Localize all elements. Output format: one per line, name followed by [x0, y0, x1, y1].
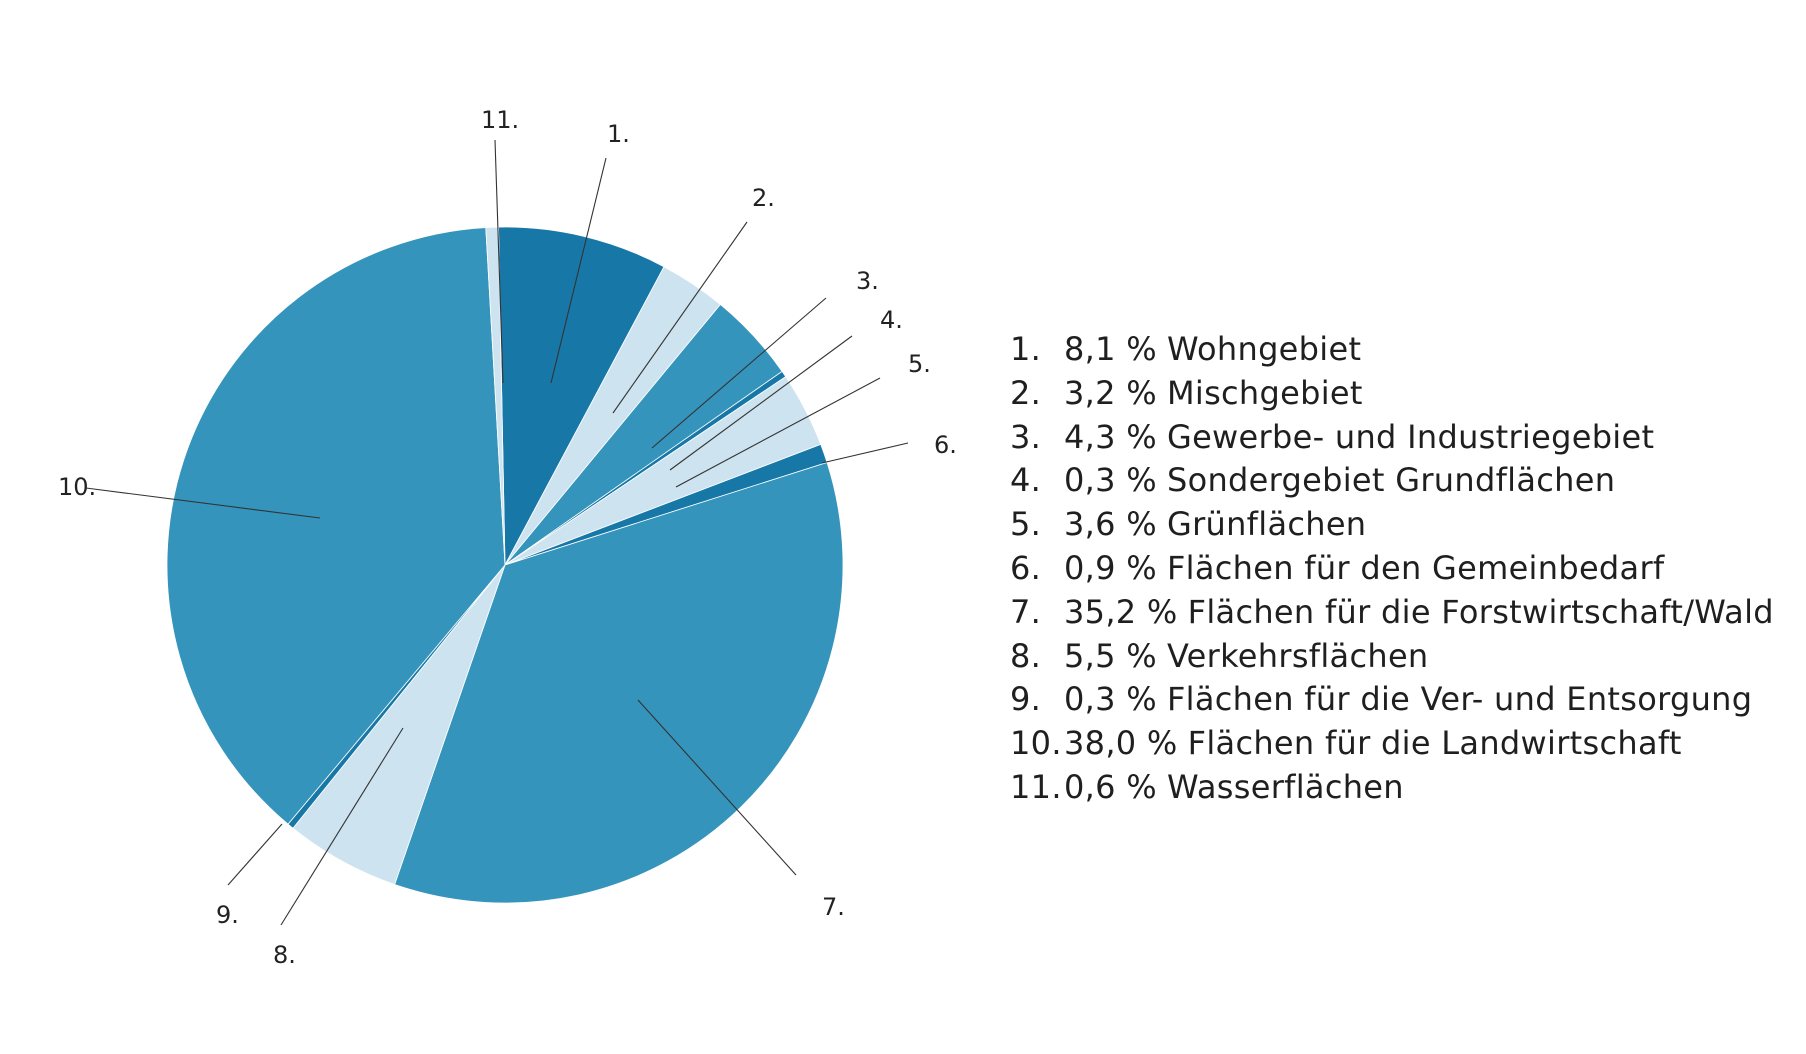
- legend-item-number: 3.: [1010, 417, 1042, 456]
- legend-item: 9. 0,3 % Flächen für die Ver- und Entsorgu…: [1010, 678, 1774, 722]
- legend-item: 5. 3,6 % Grünflächen: [1010, 503, 1774, 547]
- legend-item-label: Gewerbe- und Industriegebiet: [1166, 417, 1655, 456]
- leader-line-4: [669, 335, 853, 471]
- legend-item: 1. 8,1 % Wohngebiet: [1010, 328, 1774, 372]
- callout-label-1: 1.: [607, 120, 630, 148]
- legend-item: 6. 0,9 % Flächen für den Gemeinbedarf: [1010, 547, 1774, 591]
- legend-item-percent: 3,6 %: [1064, 505, 1157, 544]
- leader-line-6: [821, 442, 909, 464]
- legend-item-label: Flächen für die Landwirtschaft: [1187, 724, 1682, 763]
- legend-item-number: 10.: [1010, 724, 1062, 763]
- callout-label-9: 9.: [216, 901, 239, 929]
- callout-label-11: 11.: [481, 106, 519, 134]
- legend-item-number: 7.: [1010, 592, 1042, 631]
- legend-item: 10.38,0 % Flächen für die Landwirtschaft: [1010, 722, 1774, 766]
- leader-line-11: [494, 139, 504, 384]
- callout-leaders: [85, 139, 909, 926]
- callout-label-8: 8.: [273, 941, 296, 969]
- legend-item-number: 6.: [1010, 548, 1042, 587]
- legend-item-percent: 0,3 %: [1064, 680, 1157, 719]
- callout-label-3: 3.: [856, 267, 879, 295]
- legend-item: 8. 5,5 % Verkehrsflächen: [1010, 635, 1774, 679]
- legend-item-percent: 8,1 %: [1064, 330, 1157, 368]
- leader-line-3: [651, 297, 827, 449]
- legend-item: 7. 35,2 % Flächen für die Forstwirtschaft/…: [1010, 591, 1774, 635]
- leader-line-10: [85, 487, 321, 519]
- legend-item-label: Sondergebiet Grundflächen: [1166, 461, 1616, 500]
- leader-line-2: [612, 221, 748, 414]
- legend-item-number: 4.: [1010, 461, 1042, 500]
- legend-item-number: 11.: [1010, 767, 1062, 806]
- legend-item-percent: 0,9 %: [1064, 548, 1157, 587]
- legend-item-label: Flächen für den Gemeinbedarf: [1166, 548, 1665, 587]
- callout-label-2: 2.: [752, 184, 775, 212]
- callout-label-10: 10.: [58, 473, 96, 501]
- legend-item-percent: 38,0 %: [1064, 724, 1178, 763]
- legend-item: 11.0,6 % Wasserflächen: [1010, 766, 1774, 810]
- leader-line-7: [637, 699, 797, 876]
- legend-item-number: 8.: [1010, 636, 1042, 675]
- legend-item-number: 5.: [1010, 505, 1042, 544]
- legend-item-label: Wasserflächen: [1166, 767, 1404, 806]
- legend-item-percent: 35,2 %: [1064, 592, 1178, 631]
- legend-item-number: 9.: [1010, 680, 1042, 719]
- callout-label-6: 6.: [934, 431, 957, 459]
- callout-label-5: 5.: [908, 350, 931, 378]
- legend-item-label: Mischgebiet: [1166, 373, 1363, 412]
- legend-item: 2. 3,2 % Mischgebiet: [1010, 372, 1774, 416]
- callout-label-4: 4.: [880, 306, 903, 334]
- legend-item-percent: 3,2 %: [1064, 373, 1157, 412]
- legend-item-label: Flächen für die Forstwirtschaft/Wald: [1187, 592, 1774, 631]
- legend-item: 4. 0,3 % Sondergebiet Grundflächen: [1010, 459, 1774, 503]
- callout-labels: 1. 2. 3.4.5. 6. 7. 8. 9. 10. 11.: [58, 106, 957, 969]
- leader-line-8: [280, 727, 404, 926]
- legend-item: 3. 4,3 % Gewerbe- und Industriegebiet: [1010, 416, 1774, 460]
- legend-item-percent: 0,6 %: [1064, 767, 1157, 806]
- legend-item-number: 1.: [1010, 330, 1042, 368]
- legend-item-percent: 4,3 %: [1064, 417, 1157, 456]
- legend-item-label: Wohngebiet: [1166, 330, 1362, 368]
- legend-item-label: Grünflächen: [1166, 505, 1367, 544]
- leader-line-9: [227, 823, 283, 886]
- legend-item-percent: 5,5 %: [1064, 636, 1157, 675]
- pie-slice-10: [166, 227, 506, 825]
- legend: 1. 8,1 % Wohngebiet 2. 3,2 % Mischgebiet 3. 4,3…: [1010, 328, 1774, 810]
- legend-item-label: Flächen für die Ver- und Entsorgung: [1166, 680, 1753, 719]
- leader-line-5: [675, 377, 881, 488]
- legend-item-number: 2.: [1010, 373, 1042, 412]
- legend-item-label: Verkehrsflächen: [1166, 636, 1429, 675]
- legend-item-percent: 0,3 %: [1064, 461, 1157, 500]
- callout-label-7: 7.: [822, 893, 845, 921]
- pie-slice-1: [498, 226, 665, 567]
- pie-slices: [166, 226, 844, 904]
- pie-slice-7: [394, 461, 844, 904]
- pie-slice-11: [485, 226, 506, 566]
- leader-line-1: [550, 157, 607, 384]
